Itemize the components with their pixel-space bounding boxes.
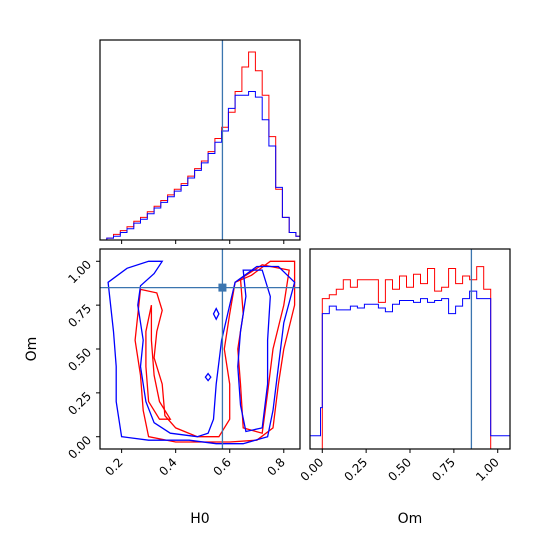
joint-ytick-label-1: 0.00 [65,433,94,462]
joint-xtick-label-4: 0.8 [265,455,288,478]
joint-xtick-label-2: 0.4 [156,455,179,478]
x-axis-label-om: Om [398,511,423,527]
joint-contour-plot-area [100,249,300,449]
om-xtick-label-5: 1.00 [473,455,502,484]
om-histogram-series-2 [310,290,510,449]
h0-histogram-frame [99,39,301,241]
contour-line-4 [107,260,296,445]
om-marginal-panel: 0.00 0.25 0.50 0.75 1.00 Om [298,248,511,527]
om-xtick-label-3: 0.50 [385,455,414,484]
om-histogram-series-1 [310,266,510,449]
contour-line-5 [237,269,271,433]
contour-line-2 [145,304,172,420]
h0-histogram-series-2 [100,91,300,240]
joint-ytick-label-5: 1.00 [65,258,94,287]
x-axis-label-h0: H0 [190,511,209,527]
om-histogram-frame [309,248,511,450]
om-histogram-plot-area [310,249,510,449]
joint-contour-panel: 0.2 0.4 0.6 0.8 0.00 0.25 0.50 0.75 1.00 H0 Om [24,248,301,527]
contour-line-1 [134,260,296,443]
joint-contour-frame [99,248,301,450]
contour-line-3 [237,264,290,435]
om-histogram-ticks: 0.00 0.25 0.50 0.75 1.00 [298,449,502,484]
h0-marginal-panel [99,39,301,244]
om-xtick-label-4: 0.75 [429,455,458,484]
h0-histogram-plot-area [100,40,300,240]
joint-contour-ticks: 0.2 0.4 0.6 0.8 0.00 0.25 0.50 0.75 1.00 [65,258,288,479]
joint-truth-marker [218,283,227,292]
joint-xtick-label-3: 0.6 [210,455,233,478]
h0-histogram-ticks [121,240,285,244]
y-axis-label-om: Om [24,337,40,362]
om-xtick-label-1: 0.00 [298,455,327,484]
contour-line-6 [212,307,220,321]
joint-ytick-label-2: 0.25 [65,389,94,418]
joint-ytick-label-3: 0.50 [65,345,94,374]
om-xtick-label-2: 0.25 [341,455,370,484]
contour-line-7 [204,372,212,382]
joint-ytick-label-4: 0.75 [65,301,94,330]
joint-xtick-label-1: 0.2 [102,455,125,478]
